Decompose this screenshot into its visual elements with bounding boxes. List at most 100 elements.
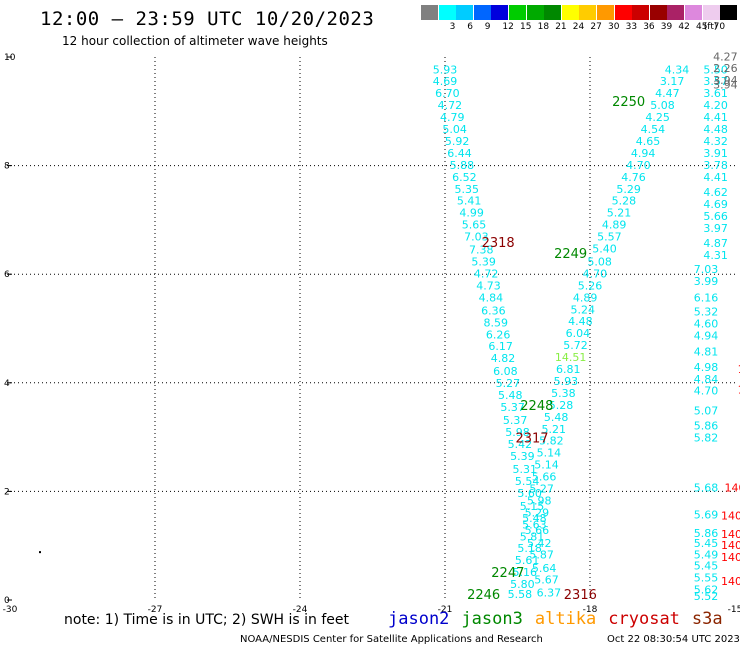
data-point-label: 5.50 [703, 63, 728, 76]
scale-label: 70 [713, 22, 726, 32]
pass-number-label: 2249 [554, 247, 587, 262]
data-point-label: 5.04 [442, 123, 467, 136]
data-point-label: 4.34 [665, 63, 690, 76]
data-point-label: 5.24 [571, 303, 596, 316]
data-point-label: 5.88 [450, 159, 475, 172]
data-point-label: 3.57 [703, 75, 728, 88]
data-point-label: 3.61 [703, 87, 728, 100]
data-point-label: 14 [738, 363, 740, 376]
data-point-label: 6.81 [556, 363, 581, 376]
data-point-label: 4.60 [694, 317, 719, 330]
scale-swatch [561, 5, 579, 20]
scale-label: 9 [484, 22, 491, 32]
data-point-label: 5.42 [508, 438, 533, 451]
chart-title: 12:00 – 23:59 UTC 10/20/2023 [40, 8, 375, 30]
data-point-label: 4.48 [568, 315, 593, 328]
data-point-label: 5.37 [500, 401, 525, 414]
pass-number-label: 2318 [482, 236, 515, 251]
x-tick-label: -30 [3, 605, 18, 615]
scale-swatch [456, 5, 474, 20]
data-point-label: 5.37 [503, 414, 528, 427]
scale-label: 21 [555, 22, 567, 32]
data-point-label: 5.45 [694, 537, 719, 550]
data-point-label: 5.35 [455, 183, 480, 196]
data-point-label: 5.39 [471, 256, 496, 269]
data-point-label: 5.08 [587, 256, 612, 269]
scale-swatch [632, 5, 650, 20]
data-point-label: 4.69 [703, 198, 728, 211]
data-point-label: 7.03 [464, 231, 489, 244]
data-point-label: 4.73 [476, 279, 501, 292]
data-point [39, 551, 41, 554]
data-point-label: 4.62 [703, 186, 728, 199]
y-tick-label: 4 [4, 379, 10, 389]
scale-label: 24 [572, 22, 585, 32]
data-point-label: 5.93 [554, 375, 579, 388]
data-point-label: 6.44 [447, 147, 472, 160]
data-point-label: 4.89 [573, 291, 598, 304]
data-point-label: 5.39 [510, 450, 535, 463]
data-point-label: 3.97 [703, 222, 728, 235]
data-point-label: 5.21 [607, 207, 632, 220]
data-point-label: 5.08 [650, 99, 675, 112]
y-tick-label: 0 [4, 596, 10, 606]
data-point-label: 5.26 [578, 279, 603, 292]
scale-swatch [579, 5, 597, 20]
data-point-label: 5.60 [517, 487, 542, 500]
data-point-label: 6.52 [452, 171, 477, 184]
data-point-label: 5.07 [694, 404, 719, 417]
data-point-label: 4.84 [479, 291, 504, 304]
pass-number-label: 2316 [564, 588, 597, 603]
scale-label: 15 [520, 22, 532, 32]
data-point-label: 5.72 [563, 339, 588, 352]
scale-label: 45 [696, 22, 708, 32]
data-point-label: 4.94 [631, 147, 656, 160]
pass-number-label: 2247 [491, 566, 524, 581]
data-point-label: 5.61 [515, 554, 540, 567]
scale-swatch [597, 5, 614, 20]
x-tick-label: -18 [583, 605, 598, 615]
data-point-label: 4.47 [655, 87, 680, 100]
data-point-label: 5.58 [508, 588, 533, 601]
data-point-label: 1400 [721, 510, 740, 523]
data-point-label: 4.79 [440, 111, 465, 124]
data-point-label: 3.91 [703, 147, 728, 160]
data-point-label: 5.32 [694, 305, 719, 318]
scale-swatch [614, 5, 632, 20]
data-point-label: 5.57 [597, 231, 622, 244]
scale-label: 33 [625, 22, 638, 32]
data-point-label: 3.94 [713, 74, 738, 87]
data-point-label: 5.27 [496, 377, 521, 390]
data-point-label: 4.99 [459, 207, 484, 220]
data-point-label: 5.48 [522, 512, 547, 525]
satellite-legend: jason2 jason3 altika cryosat s3a [388, 609, 735, 629]
data-point-label: 4.20 [703, 99, 728, 112]
data-point-label: 5.64 [532, 562, 557, 575]
scale-swatch [667, 5, 685, 20]
credit-line: NOAA/NESDIS Center for Satellite Applica… [240, 634, 543, 645]
scale-swatch [421, 5, 438, 20]
x-tick-label: -15 [728, 605, 740, 615]
data-point-label: 3.94 [713, 78, 738, 91]
data-point-label: 4.41 [703, 111, 728, 124]
data-point-label: 5.55 [694, 572, 719, 585]
data-point-label: 5.41 [457, 195, 482, 208]
data-point-label: 5.48 [498, 389, 523, 402]
x-tick-label: -24 [293, 605, 308, 615]
scale-label: 6 [467, 22, 473, 32]
data-point-label: 5.14 [534, 459, 559, 472]
scale-label: 3 [449, 22, 456, 32]
data-point-label: 5.69 [694, 509, 719, 522]
data-point-label: 5.98 [527, 494, 552, 507]
scale-label: 39 [660, 22, 673, 32]
data-point-label: 4.70 [626, 159, 651, 172]
footer-note: note: 1) Time is in UTC; 2) SWH is in fe… [64, 612, 350, 628]
data-point-label: 5.16 [513, 566, 538, 579]
data-point-label: 5.21 [542, 423, 567, 436]
scale-swatch [491, 5, 509, 20]
data-point-label: 3.99 [694, 275, 719, 288]
